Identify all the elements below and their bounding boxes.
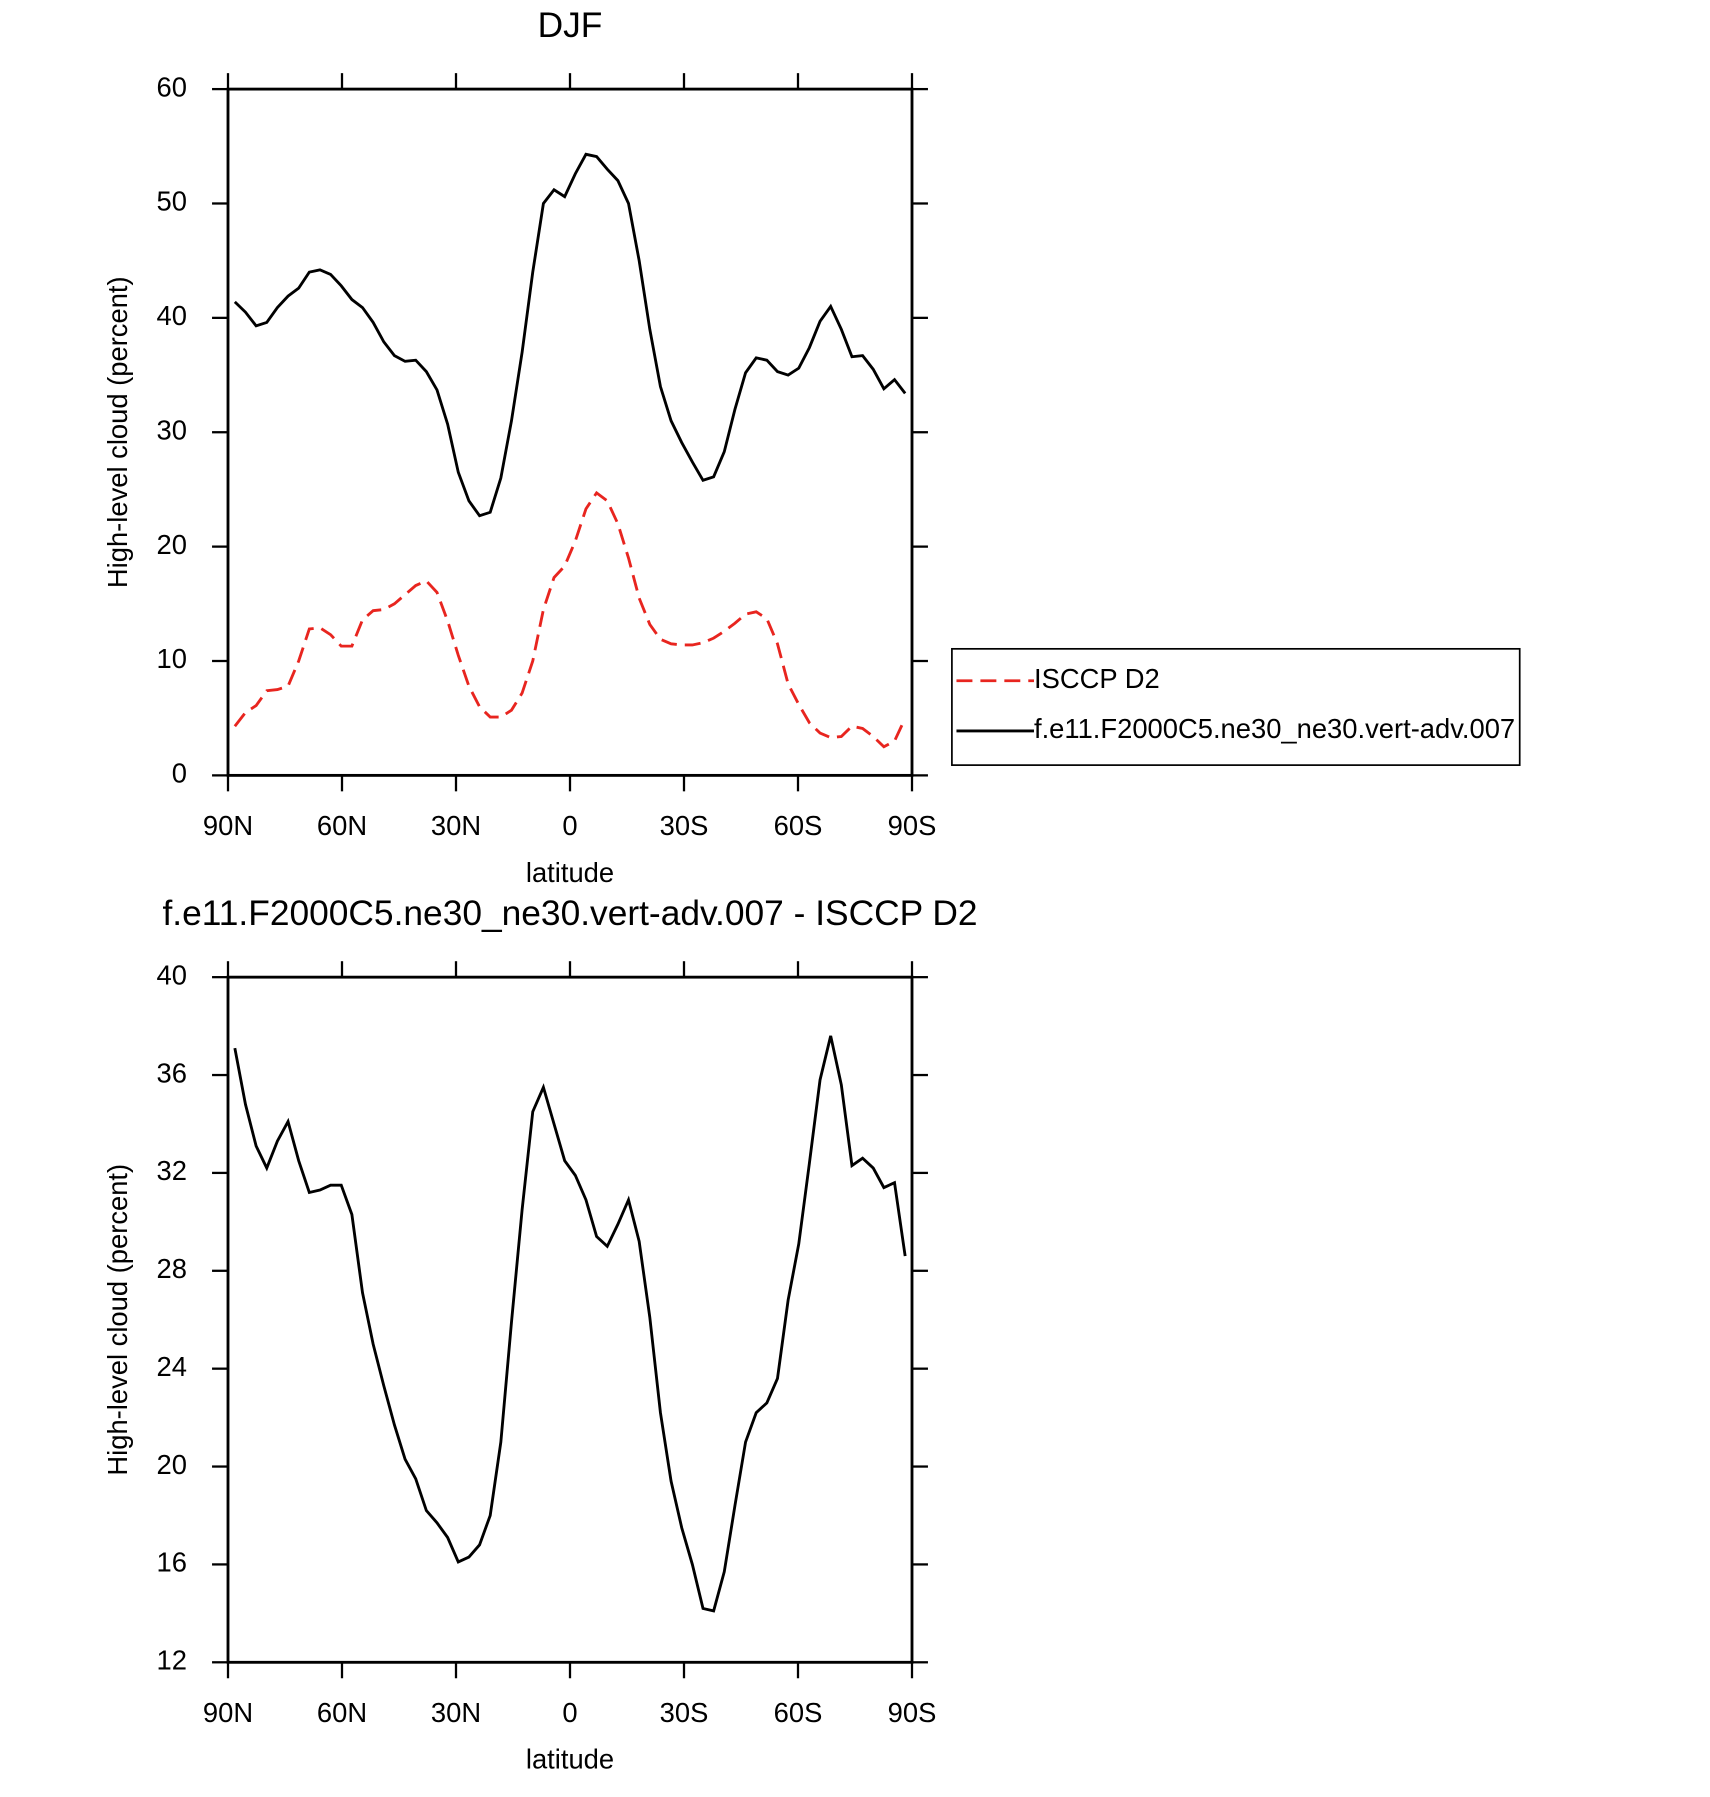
y-axis-label: High-level cloud (percent)	[102, 276, 133, 588]
y-tick-label: 12	[157, 1645, 187, 1676]
y-tick-label: 50	[157, 186, 187, 217]
y-tick-label: 28	[157, 1253, 187, 1284]
x-tick-label: 90N	[203, 1697, 253, 1728]
legend-label: ISCCP D2	[1034, 663, 1160, 694]
y-tick-label: 16	[157, 1547, 187, 1578]
y-tick-label: 24	[157, 1351, 187, 1382]
x-tick-label: 60N	[317, 810, 367, 841]
y-tick-label: 0	[172, 758, 187, 789]
x-tick-label: 30S	[660, 810, 709, 841]
x-tick-label: 90N	[203, 810, 253, 841]
y-tick-label: 40	[157, 300, 187, 331]
data-line	[233, 152, 907, 518]
legend-label: f.e11.F2000C5.ne30_ne30.vert-adv.007	[1034, 713, 1515, 744]
data-line	[233, 490, 907, 749]
x-tick-label: 30N	[431, 1697, 481, 1728]
x-tick-label: 60S	[774, 1697, 823, 1728]
chart-title: f.e11.F2000C5.ne30_ne30.vert-adv.007 - I…	[162, 894, 977, 933]
y-axis-label: High-level cloud (percent)	[102, 1164, 133, 1476]
x-axis-label: latitude	[526, 857, 614, 888]
chart-title: DJF	[538, 6, 603, 45]
plot-frame	[226, 975, 914, 1664]
y-tick-label: 10	[157, 643, 187, 674]
x-tick-label: 30N	[431, 810, 481, 841]
y-tick-label: 60	[157, 71, 187, 102]
y-tick-label: 32	[157, 1155, 187, 1186]
x-tick-label: 90S	[888, 1697, 937, 1728]
x-tick-label: 0	[562, 1697, 577, 1728]
x-tick-label: 60N	[317, 1697, 367, 1728]
x-tick-label: 60S	[774, 810, 823, 841]
legend: ISCCP D2 f.e11.F2000C5.ne30_ne30.vert-adv…	[951, 647, 1521, 766]
y-tick-label: 20	[157, 529, 187, 560]
x-tick-label: 90S	[888, 810, 937, 841]
y-tick-label: 40	[157, 959, 187, 990]
y-tick-label: 20	[157, 1449, 187, 1480]
y-tick-label: 30	[157, 414, 187, 445]
y-tick-label: 36	[157, 1057, 187, 1088]
data-line	[233, 1035, 907, 1613]
x-axis-label: latitude	[526, 1744, 614, 1775]
legend-box	[951, 647, 1521, 766]
x-tick-label: 0	[562, 810, 577, 841]
plot-frame	[226, 87, 914, 777]
x-tick-label: 30S	[660, 1697, 709, 1728]
